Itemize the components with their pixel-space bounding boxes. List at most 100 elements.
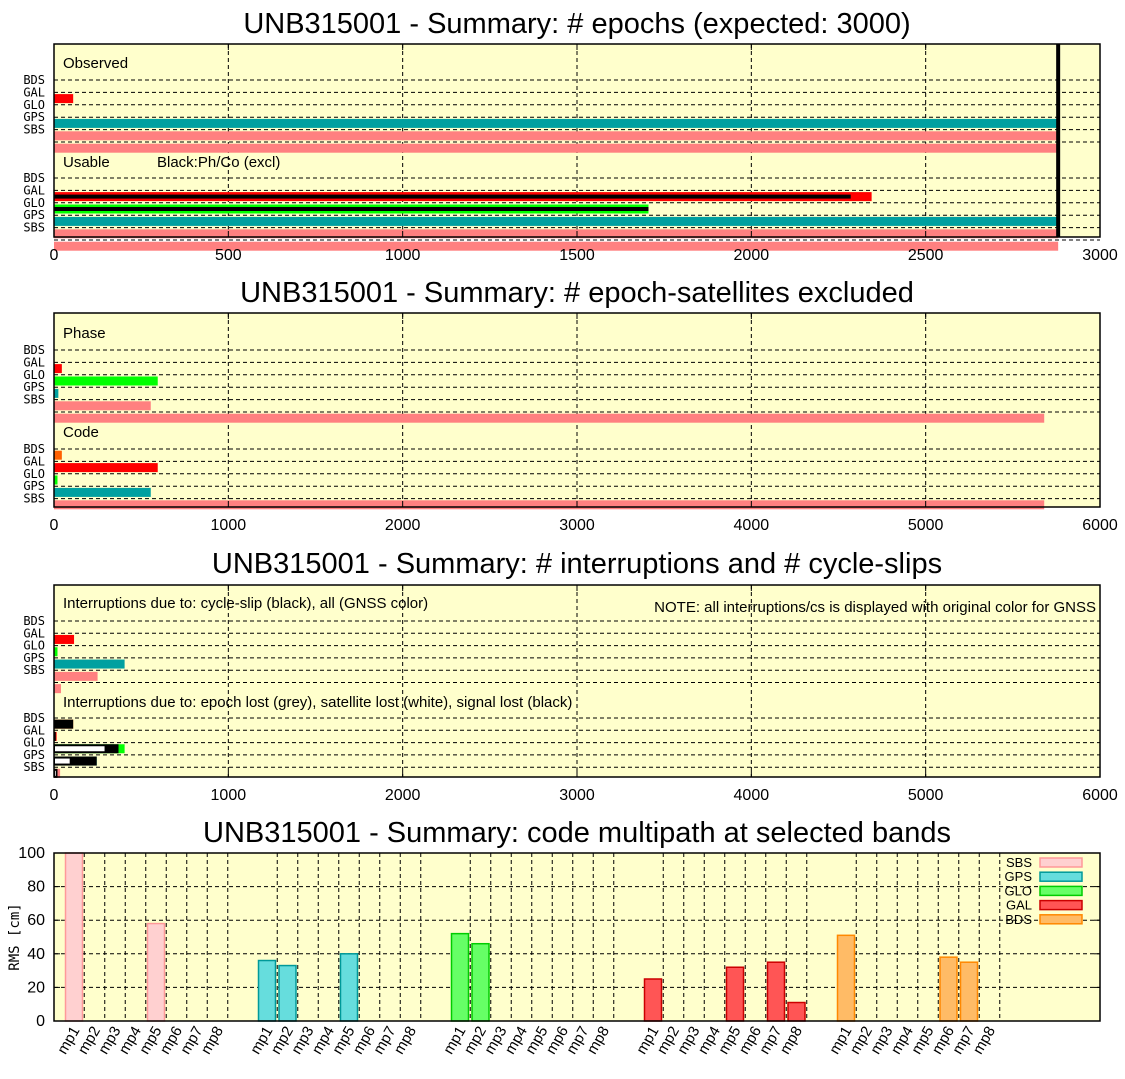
x-tick-label: 500 — [215, 247, 242, 264]
bar-sbs — [54, 131, 1059, 141]
gnss-row-label: GAL — [23, 626, 45, 640]
bar-satellite-lost — [55, 758, 70, 764]
gnss-row-label: BDS — [23, 711, 45, 725]
bar-gps-mp1 — [257, 959, 277, 1022]
y-tick-label: 100 — [18, 845, 45, 862]
bar-sbs — [54, 229, 1059, 239]
x-tick-label: 1000 — [211, 787, 247, 804]
bar-bds-mp6 — [939, 956, 958, 1022]
x-tick-label: 6000 — [1082, 517, 1118, 534]
bar-sbs — [54, 671, 98, 681]
bar-gal — [54, 364, 62, 374]
bar-gal — [54, 463, 158, 473]
x-tick-label: 0 — [50, 787, 59, 804]
bar-gal — [54, 94, 74, 104]
gnss-row-label: GAL — [23, 183, 45, 197]
bar-gps — [54, 118, 1059, 128]
x-tick-label: 3000 — [1082, 247, 1118, 264]
x-tick-label: 3000 — [559, 787, 595, 804]
bar-gal-mp5 — [725, 966, 745, 1022]
gnss-row-label: BDS — [23, 442, 45, 456]
y-tick-label: 20 — [27, 979, 45, 996]
bar-sbs — [54, 241, 1059, 251]
y-tick-label: 60 — [27, 912, 45, 929]
x-tick-label: 6000 — [1082, 787, 1118, 804]
gnss-row-label: GAL — [23, 85, 45, 99]
bar-satellite-lost — [55, 770, 56, 776]
bar-sbs-mp5 — [146, 922, 166, 1022]
gnss-row-label: GLO — [23, 639, 45, 653]
group-label: Interruptions due to: epoch lost (grey),… — [63, 694, 572, 711]
group-label: Phase — [63, 325, 106, 342]
x-tick-label: 5000 — [908, 787, 944, 804]
bar-sbs — [54, 500, 1045, 510]
chart-panel-3: UNB315001 - Summary: # interruptions and… — [23, 548, 1118, 804]
gnss-row-label: BDS — [23, 73, 45, 87]
bar-sbs-mp1 — [64, 852, 84, 1022]
chart-panel-1: UNB315001 - Summary: # epochs (expected:… — [23, 8, 1118, 264]
legend-swatch-glo — [1039, 885, 1083, 897]
y-tick-label: 40 — [27, 946, 45, 963]
x-category-label: mp8 — [970, 1024, 999, 1058]
x-tick-label: 2000 — [385, 517, 421, 534]
chart-panel-2: UNB315001 - Summary: # epoch-satellites … — [23, 277, 1118, 534]
gnss-row-label: SBS — [23, 221, 45, 235]
gnss-row-label: GPS — [23, 208, 45, 222]
bar-glo-mp1 — [450, 932, 470, 1022]
gnss-row-label: GPS — [23, 110, 45, 124]
bar-sbs — [54, 143, 1059, 153]
gnss-row-label: SBS — [23, 760, 45, 774]
gnss-row-label: GPS — [23, 748, 45, 762]
bar-gps — [54, 216, 1059, 226]
bar-sbs — [54, 413, 1045, 423]
legend-label: SBS — [1006, 855, 1032, 870]
plot-area — [54, 853, 1100, 1021]
chart-title: UNB315001 - Summary: # interruptions and… — [212, 548, 942, 580]
plot-frame — [53, 852, 1101, 1022]
legend-label: BDS — [1005, 912, 1032, 927]
gnss-row-label: GLO — [23, 368, 45, 382]
y-axis-label: RMS [cm] — [7, 903, 23, 970]
gnss-row-label: GPS — [23, 651, 45, 665]
x-category-label: mp8 — [198, 1024, 227, 1058]
bar-glo — [54, 475, 58, 485]
bar-gal-mp8 — [787, 1001, 806, 1022]
y-tick-label: 0 — [36, 1013, 45, 1030]
x-tick-label: 1000 — [211, 517, 247, 534]
gnss-row-label: SBS — [23, 492, 45, 506]
x-tick-label: 0 — [50, 517, 59, 534]
gnss-row-label: GAL — [23, 723, 45, 737]
gnss-row-label: BDS — [23, 343, 45, 357]
bar-sbs — [54, 684, 61, 694]
bar-signal-lost — [54, 719, 74, 729]
gnss-row-label: SBS — [23, 123, 45, 137]
x-category-label: mp8 — [777, 1024, 806, 1058]
legend-swatch-gps — [1039, 871, 1083, 882]
bar-gps — [54, 487, 151, 497]
x-tick-label: 1000 — [385, 247, 421, 264]
x-tick-label: 4000 — [734, 787, 770, 804]
bar-sbs — [54, 401, 151, 411]
bar-glo — [54, 376, 158, 386]
x-tick-label: 5000 — [908, 517, 944, 534]
gnss-row-label: SBS — [23, 663, 45, 677]
group-label: Observed — [63, 55, 128, 72]
bar-signal-lost — [54, 731, 56, 741]
chart-panel-4: UNB315001 - Summary: code multipath at s… — [7, 817, 1101, 1058]
gnss-row-label: GLO — [23, 736, 45, 750]
bar-gps — [54, 659, 125, 669]
x-tick-label: 2000 — [385, 787, 421, 804]
legend-swatch-sbs — [1039, 857, 1083, 868]
bar-excluded — [54, 194, 851, 199]
x-tick-label: 0 — [50, 247, 59, 264]
x-tick-label: 3000 — [559, 517, 595, 534]
legend-label: GLO — [1005, 883, 1032, 898]
x-tick-label: 4000 — [734, 517, 770, 534]
bar-glo-mp2 — [471, 942, 490, 1022]
group-note: Black:Ph/Co (excl) — [157, 154, 280, 171]
gnss-row-label: GPS — [23, 479, 45, 493]
chart-title: UNB315001 - Summary: # epoch-satellites … — [240, 277, 914, 309]
gnss-row-label: GPS — [23, 380, 45, 394]
gnss-row-label: BDS — [23, 171, 45, 185]
